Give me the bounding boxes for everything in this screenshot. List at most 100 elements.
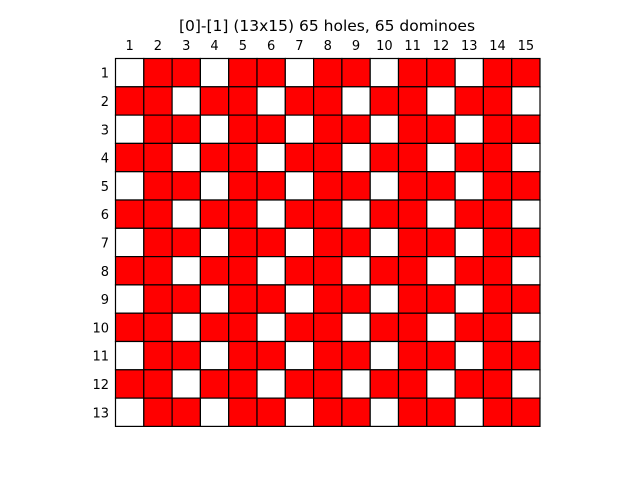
domino-cell [426,57,456,88]
hole-cell [511,199,541,229]
hole-cell [369,284,400,314]
column-tick-label: 3 [182,39,190,54]
domino-cell [143,142,173,173]
hole-cell [454,340,485,371]
hole-cell [511,312,541,343]
hole-cell [369,171,400,201]
domino-cell [426,284,456,314]
domino-cell [114,199,145,229]
domino-cell [369,312,400,343]
hole-cell [199,57,230,88]
domino-cell [369,256,400,286]
hole-cell [114,57,145,88]
domino-cell [313,199,343,229]
domino-cell [228,199,258,229]
domino-cell [228,256,258,286]
hole-cell [426,312,456,343]
domino-cell [313,57,343,88]
domino-cell [313,312,343,343]
domino-cell [397,340,428,371]
domino-cell [228,142,258,173]
hole-cell [256,312,286,343]
domino-cell [482,340,513,371]
hole-cell [171,256,202,286]
hole-cell [199,397,230,428]
domino-cell [482,86,513,116]
domino-cell [171,340,202,371]
domino-cell [511,171,541,201]
domino-cell [511,114,541,144]
domino-cell [454,199,485,229]
domino-cell [482,256,513,286]
hole-cell [256,199,286,229]
domino-cell [454,312,485,343]
domino-cell [341,114,371,144]
domino-cell [341,227,371,258]
domino-cell [114,312,145,343]
hole-cell [284,397,315,428]
hole-cell [369,227,400,258]
hole-cell [171,312,202,343]
row-tick-label: 8 [101,265,109,280]
row-tick-label: 12 [92,378,109,393]
hole-cell [454,57,485,88]
column-tick-label: 11 [404,39,421,54]
domino-cell [313,171,343,201]
column-tick-label: 12 [433,39,450,54]
domino-cell [256,57,286,88]
domino-cell [397,284,428,314]
hole-cell [256,369,286,399]
hole-cell [426,142,456,173]
domino-cell [143,114,173,144]
domino-cell [397,397,428,428]
domino-cell [228,312,258,343]
domino-cell [143,171,173,201]
hole-cell [341,369,371,399]
domino-cell [256,397,286,428]
hole-cell [454,114,485,144]
domino-cell [426,340,456,371]
hole-cell [511,369,541,399]
column-tick-label: 13 [461,39,478,54]
domino-cell [397,171,428,201]
domino-cell [199,312,230,343]
domino-cell [313,284,343,314]
hole-cell [284,171,315,201]
row-tick-label: 9 [101,293,109,308]
domino-cell [171,114,202,144]
domino-cell [397,57,428,88]
hole-cell [284,114,315,144]
row-tick-label: 10 [92,321,109,336]
domino-cell [397,86,428,116]
row-tick-label: 5 [101,180,109,195]
column-tick-label: 4 [210,39,218,54]
column-tick-label: 5 [239,39,247,54]
hole-cell [114,397,145,428]
column-tick-label: 7 [295,39,303,54]
hole-cell [341,256,371,286]
domino-cell [256,340,286,371]
hole-cell [171,369,202,399]
domino-cell [171,227,202,258]
column-tick-label: 2 [154,39,162,54]
hole-cell [426,199,456,229]
row-tick-label: 3 [101,123,109,138]
domino-cell [341,57,371,88]
domino-cell [313,86,343,116]
domino-cell [482,57,513,88]
domino-cell [114,369,145,399]
domino-cell [397,256,428,286]
domino-cell [397,369,428,399]
domino-cell [397,114,428,144]
domino-cell [482,284,513,314]
domino-cell [482,171,513,201]
domino-cell [114,256,145,286]
domino-cell [284,86,315,116]
column-tick-label: 8 [324,39,332,54]
domino-cell [143,86,173,116]
hole-cell [199,171,230,201]
domino-cell [369,369,400,399]
domino-cell [256,284,286,314]
hole-cell [284,227,315,258]
